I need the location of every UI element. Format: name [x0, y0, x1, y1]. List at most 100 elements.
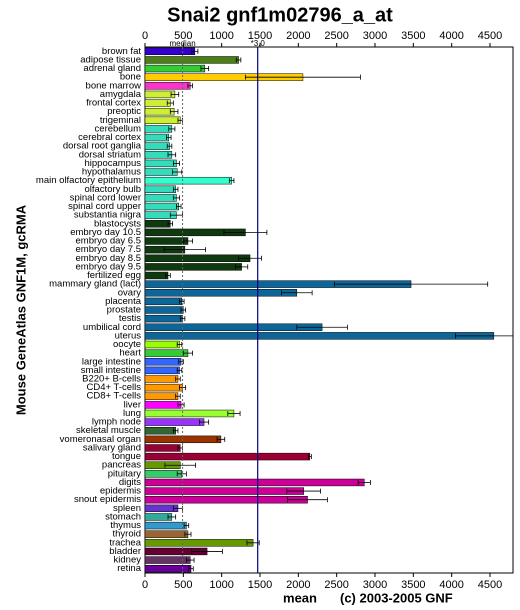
bar	[144, 521, 187, 530]
y-axis-label: Mouse GeneAtlas GNF1M, gcRMA	[13, 204, 28, 415]
x-tick-label: 2000	[286, 30, 310, 42]
category-label: embryo day 6.5	[76, 236, 141, 247]
x-tick-label: 500	[174, 30, 192, 42]
category-label: bladder	[109, 546, 141, 557]
bar	[144, 340, 180, 349]
bar	[144, 392, 179, 400]
category-label: thymus	[110, 520, 141, 531]
x-tick-label: 1500	[248, 579, 272, 591]
category-label: bone	[120, 72, 141, 83]
category-label: oocyte	[113, 339, 141, 350]
bar	[144, 99, 171, 107]
x-tick-label: 4000	[439, 30, 463, 42]
category-label: preoptic	[107, 106, 141, 117]
bar	[144, 56, 239, 64]
bar	[144, 297, 183, 306]
x-tick-label: 3500	[401, 30, 425, 42]
category-label: trachea	[109, 537, 141, 548]
category-label: bone marrow	[86, 80, 142, 91]
category-label: fertilized egg	[87, 270, 141, 281]
category-label: liver	[124, 399, 141, 410]
category-label: small intestine	[81, 365, 141, 376]
category-label: CD4+ T-cells	[87, 382, 142, 393]
category-label: embryo day 7.5	[76, 244, 141, 255]
category-label: spinal cord upper	[68, 201, 141, 212]
category-label: amygdala	[100, 89, 142, 100]
category-label: thyroid	[112, 529, 141, 540]
bar	[144, 64, 206, 73]
category-label: B220+ B-cells	[82, 373, 141, 384]
x-tick-label: 0	[142, 579, 148, 591]
category-label: spleen	[113, 503, 141, 514]
category-label: hypothalamus	[82, 167, 141, 178]
category-label: olfactory bulb	[84, 184, 141, 195]
category-label: cerebellum	[95, 123, 142, 134]
bar	[144, 418, 205, 426]
x-tick-label: 4500	[478, 579, 502, 591]
x-tick-label: 4000	[439, 579, 463, 591]
footer: (c) 2003-2005 GNF	[340, 590, 453, 605]
bar	[144, 142, 170, 150]
category-label: vomeronasal organ	[60, 434, 141, 445]
bar	[144, 323, 323, 331]
category-label: ovary	[118, 287, 141, 298]
category-label: CD8+ T-cells	[87, 391, 142, 402]
bar	[144, 176, 232, 185]
category-label: testis	[119, 313, 141, 324]
category-label: stomach	[105, 511, 141, 522]
x-tick-label: 2500	[324, 579, 348, 591]
bar	[144, 530, 189, 538]
bar	[144, 125, 173, 133]
bar	[144, 375, 179, 383]
category-label: substantia nigra	[74, 210, 142, 221]
bar	[144, 82, 191, 90]
bar	[144, 556, 191, 564]
bar	[144, 452, 311, 461]
category-label: hippocampus	[84, 158, 141, 169]
x-tick-label: 1000	[209, 579, 233, 591]
bar	[144, 427, 176, 435]
reference-label: *3.0	[251, 39, 266, 48]
x-tick-label: 1000	[209, 30, 233, 42]
x-tick-label: 3000	[363, 579, 387, 591]
bar	[144, 185, 176, 193]
bar	[144, 237, 189, 245]
category-label: pancreas	[102, 460, 141, 471]
bar	[144, 383, 183, 392]
bar	[144, 133, 170, 142]
x-axis-label: mean	[283, 590, 317, 605]
bar	[144, 401, 182, 409]
category-label: main olfactory epithelium	[36, 175, 141, 186]
category-label: embryo day 9.5	[76, 261, 141, 272]
x-tick-label: 3000	[363, 30, 387, 42]
bar	[144, 358, 182, 366]
category-label: embryo day 8.5	[76, 253, 141, 264]
bar	[144, 564, 192, 573]
category-label: umbilical cord	[83, 322, 141, 333]
category-label: adrenal gland	[83, 63, 141, 74]
bar	[144, 366, 180, 375]
x-tick-label: 2000	[286, 579, 310, 591]
bar	[144, 116, 181, 124]
category-label: mammary gland (lact)	[49, 279, 141, 290]
x-tick-label: 4500	[478, 30, 502, 42]
bar	[144, 306, 184, 314]
bar	[144, 539, 254, 547]
category-label: digits	[119, 477, 141, 488]
category-label: adipose tissue	[80, 54, 141, 65]
bar	[144, 271, 169, 280]
category-label: epidermis	[100, 486, 141, 497]
category-label: embryo day 10.5	[70, 227, 141, 238]
bar	[144, 159, 177, 168]
category-label: uterus	[115, 330, 142, 341]
category-label: lung	[123, 408, 141, 419]
category-label: heart	[119, 348, 141, 359]
reference-label: median	[169, 39, 195, 48]
category-label: pituitary	[108, 468, 142, 479]
category-label: snout epidermis	[74, 494, 141, 505]
category-label: trigeminal	[100, 115, 141, 126]
category-label: retina	[117, 563, 141, 574]
bar	[144, 202, 179, 211]
category-label: placenta	[105, 296, 142, 307]
